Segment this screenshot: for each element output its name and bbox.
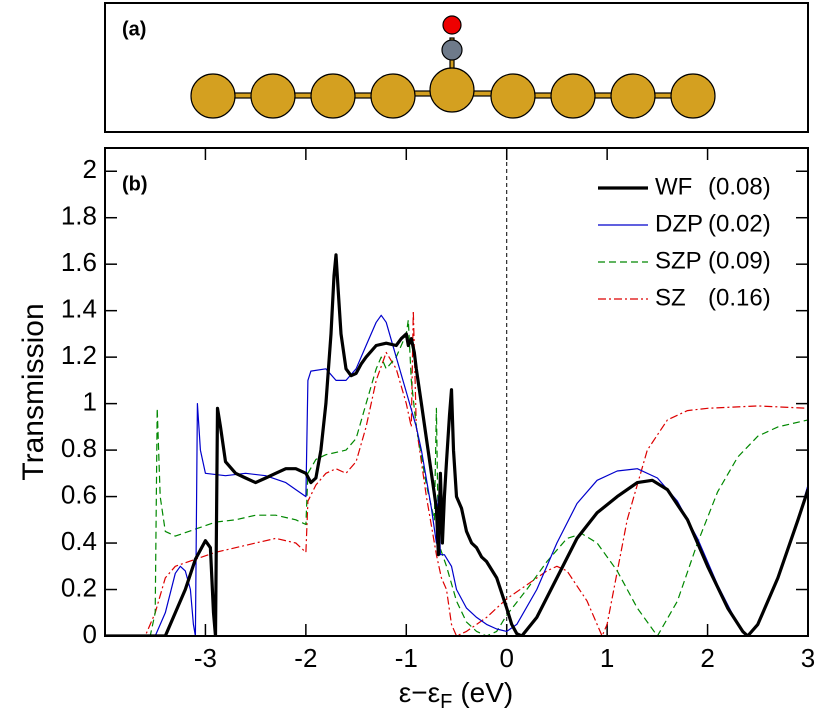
y-tick-label: 1.4 xyxy=(61,294,97,324)
x-tick-label: 2 xyxy=(700,643,714,673)
x-tick-label: 1 xyxy=(600,643,614,673)
y-tick-label: 0 xyxy=(83,619,97,649)
y-tick-label: 2 xyxy=(83,154,97,184)
y-tick-label: 0.8 xyxy=(61,433,97,463)
x-tick-label: 0 xyxy=(499,643,513,673)
molecule xyxy=(190,15,716,119)
x-tick-label: -3 xyxy=(194,643,217,673)
y-tick-label: 1.6 xyxy=(61,247,97,277)
y-tick-label: 1 xyxy=(83,386,97,416)
y-tick-label: 1.8 xyxy=(61,201,97,231)
series-line xyxy=(105,319,808,636)
legend-label: DZP xyxy=(655,210,703,237)
panel-a-frame xyxy=(104,2,809,133)
legend-value: (0.08) xyxy=(708,173,771,200)
x-label-main: ε−ε xyxy=(399,677,440,708)
x-tick-label: -1 xyxy=(395,643,418,673)
x-tick-label: 3 xyxy=(801,643,815,673)
series-line xyxy=(105,310,808,636)
x-label-unit: (eV) xyxy=(460,677,513,708)
x-axis-label: ε−εF (eV) xyxy=(399,677,513,713)
legend-value: (0.16) xyxy=(708,284,771,311)
y-axis-label: Transmission xyxy=(17,303,50,480)
legend-label: SZ xyxy=(655,284,686,311)
legend-label: WF xyxy=(655,173,692,200)
y-tick-label: 0.2 xyxy=(61,572,97,602)
x-tick-label: -2 xyxy=(294,643,317,673)
series-line xyxy=(105,314,808,636)
plot-frame xyxy=(104,147,809,637)
y-tick-label: 0.4 xyxy=(61,526,97,556)
y-tick-label: 0.6 xyxy=(61,479,97,509)
panel-label: (b) xyxy=(122,173,148,195)
legend-value: (0.02) xyxy=(708,210,771,237)
legend-label: SZP xyxy=(655,247,702,274)
legend-value: (0.09) xyxy=(708,247,771,274)
panel-label: (a) xyxy=(122,18,146,40)
series-line xyxy=(105,253,808,636)
x-label-sub: F xyxy=(440,691,452,713)
y-tick-label: 1.2 xyxy=(61,340,97,370)
